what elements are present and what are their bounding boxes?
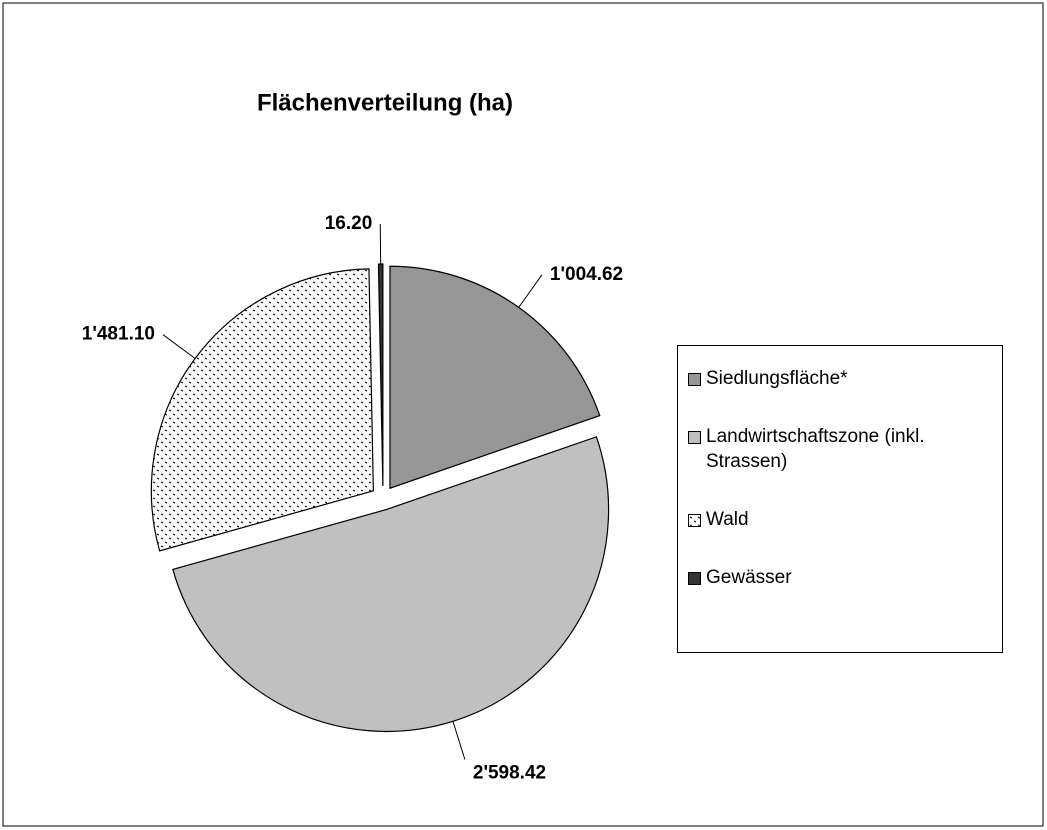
legend-swatch [688, 373, 701, 386]
swatch-fill [689, 515, 700, 526]
leader-line [162, 334, 196, 359]
swatch-fill [689, 573, 700, 584]
legend-item: Wald [688, 507, 994, 532]
legend-label: Gewässer [706, 567, 792, 588]
leader-line [452, 721, 466, 760]
legend-swatch [688, 572, 701, 585]
swatch-fill [689, 374, 700, 385]
legend-label: Landwirtschaftszone (inkl. Strassen) [706, 426, 925, 472]
data-label: 2'598.42 [473, 762, 546, 783]
data-label: 1'004.62 [550, 264, 623, 285]
pie-slice [389, 265, 601, 490]
data-label: 1'481.10 [82, 324, 155, 345]
legend-label: Wald [706, 509, 749, 530]
legend-label: Siedlungsfläche* [706, 368, 848, 389]
leader-line [518, 274, 543, 308]
legend-item: Landwirtschaftszone (inkl. Strassen) [688, 424, 994, 474]
pie-slice [150, 268, 374, 552]
pie-slice [377, 263, 384, 487]
pie-slice [172, 436, 610, 732]
legend-item: Gewässer [688, 565, 994, 590]
legend-swatch [688, 514, 701, 527]
data-label: 16.20 [325, 213, 373, 234]
legend-item: Siedlungsfläche* [688, 366, 994, 391]
swatch-fill [689, 432, 700, 443]
legend-swatch [688, 431, 701, 444]
chart-title: Flächenverteilung (ha) [257, 89, 513, 116]
legend: Siedlungsfläche* Landwirtschaftszone (ink… [677, 345, 1003, 653]
